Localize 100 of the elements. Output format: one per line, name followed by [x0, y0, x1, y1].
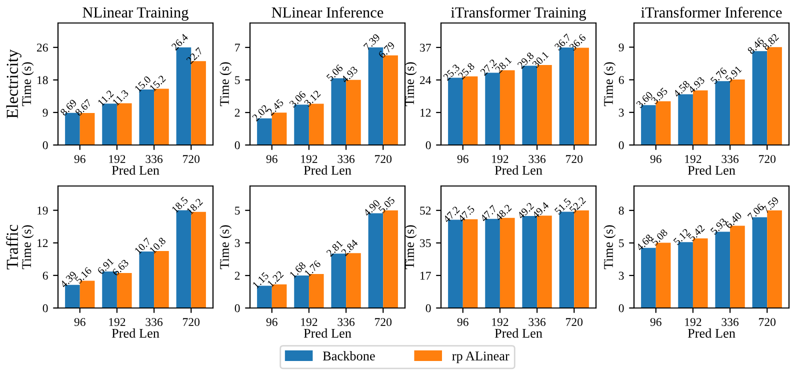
data-label: 5.06	[326, 64, 344, 82]
data-label: 6.40	[724, 212, 742, 229]
x-axis-title: Pred Len	[494, 165, 542, 175]
x-tick-label: 336	[338, 318, 355, 326]
data-label: 2.02	[252, 104, 270, 122]
x-tick-label: 96	[266, 155, 278, 164]
x-tick-label: 720	[375, 318, 392, 326]
y-axis-title: Time (s)	[604, 62, 616, 106]
y-tick-label: 3	[618, 108, 624, 117]
y-axis-title: Time (s)	[22, 225, 34, 270]
y-axis-title: Time (s)	[220, 62, 232, 106]
x-axis-title: Pred Len	[688, 328, 736, 338]
x-tick-label: 96	[457, 155, 468, 164]
y-axis-title: Time (s)	[604, 225, 616, 270]
text: Traffic	[6, 224, 18, 270]
y-tick-label: 52	[420, 206, 431, 215]
data-label: 11.3	[112, 89, 129, 106]
data-label: 29.8	[517, 52, 534, 70]
y-tick-label: 35	[420, 239, 431, 248]
y-tick-label: 0	[42, 304, 48, 312]
data-label: 8.82	[762, 33, 780, 50]
chart-title: NLinear Inference	[272, 6, 384, 18]
data-label: 5.16	[74, 266, 92, 284]
y-tick-label: 17	[420, 272, 431, 280]
data-label: 48.2	[494, 204, 512, 222]
data-label: 6.91	[96, 258, 114, 275]
data-label: 5.05	[378, 196, 396, 214]
x-tick-label: 336	[722, 318, 739, 326]
data-label: 27.2	[480, 58, 498, 76]
x-axis-title: Pred Len	[688, 165, 736, 175]
data-label: 8.46	[747, 37, 764, 54]
data-label: 52.2	[569, 196, 586, 214]
x-tick-label: 96	[650, 155, 662, 164]
data-label: 25.3	[442, 64, 460, 82]
y-tick-label: 0	[42, 141, 48, 150]
data-label: 5.12	[673, 228, 690, 246]
data-label: 1.15	[252, 272, 270, 289]
data-label: 7.39	[363, 33, 380, 51]
x-tick-label: 720	[183, 318, 200, 326]
x-axis-title: Pred Len	[304, 165, 352, 175]
data-label: 2.45	[266, 98, 284, 116]
data-label: 28.1	[494, 56, 512, 74]
y-tick-label: 0	[234, 304, 240, 312]
legend-label: Backbone	[322, 351, 375, 360]
data-label: 4.39	[60, 270, 78, 288]
y-tick-label: 0	[426, 304, 431, 312]
y-tick-label: 19	[38, 206, 48, 215]
y-tick-label: 5	[235, 206, 240, 215]
data-label: 1.22	[267, 270, 284, 288]
y-tick-label: 5	[619, 239, 624, 248]
y-tick-label: 7	[235, 44, 240, 52]
data-label: 49.2	[516, 202, 534, 220]
y-tick-label: 6	[42, 272, 48, 280]
chart-title: NLinear Training	[82, 7, 188, 21]
data-label: 6.63	[112, 258, 130, 276]
data-label: 3.06	[288, 90, 306, 108]
y-tick-label: 37	[420, 44, 431, 52]
y-tick-label: 12	[38, 239, 48, 247]
x-tick-label: 336	[146, 155, 163, 164]
y-tick-label: 0	[426, 141, 431, 150]
data-label: 8.69	[60, 98, 78, 116]
data-label: 18.2	[186, 198, 204, 215]
y-tick-label: 5	[235, 76, 240, 84]
x-tick-label: 720	[375, 155, 392, 164]
data-label: 2.84	[340, 238, 358, 256]
x-tick-label: 192	[109, 318, 126, 326]
data-label: 5.08	[650, 228, 668, 246]
data-label: 36.7	[554, 33, 572, 51]
data-label: 15.0	[134, 76, 152, 92]
x-axis-title: Pred Len	[304, 328, 352, 338]
x-tick-label: 192	[109, 155, 126, 164]
data-label: 4.90	[362, 199, 380, 217]
x-tick-label: 720	[566, 318, 583, 326]
legend-label: rp ALinear	[452, 352, 510, 364]
data-label: 8.67	[74, 98, 92, 116]
data-label: 2.81	[326, 240, 344, 257]
data-label: 10.8	[149, 236, 166, 254]
x-tick-label: 192	[492, 318, 508, 326]
data-label: 3.60	[636, 91, 654, 108]
x-tick-label: 96	[457, 318, 468, 326]
y-tick-label: 9	[618, 43, 624, 52]
y-tick-label: 3	[618, 272, 624, 280]
x-tick-label: 336	[528, 155, 546, 164]
x-tick-label: 192	[301, 318, 318, 326]
data-label: 15.2	[149, 74, 166, 92]
data-label: 4.68	[636, 234, 654, 252]
data-label: 5.91	[724, 66, 742, 83]
x-axis-title: Pred Len	[112, 328, 160, 338]
x-tick-label: 192	[301, 155, 318, 164]
data-label: 6.79	[378, 41, 396, 59]
y-tick-label: 6	[618, 76, 624, 84]
y-axis-title: Time (s)	[22, 62, 34, 106]
y-tick-label: 12	[420, 108, 431, 117]
data-label: 5.76	[710, 67, 728, 84]
y-tick-label: 8	[618, 206, 624, 215]
data-label: 5.42	[688, 224, 705, 242]
chart-title: iTransformer Inference	[641, 6, 782, 18]
data-label: 47.2	[442, 206, 460, 224]
x-tick-label: 192	[685, 318, 702, 326]
data-label: 11.2	[97, 90, 114, 106]
